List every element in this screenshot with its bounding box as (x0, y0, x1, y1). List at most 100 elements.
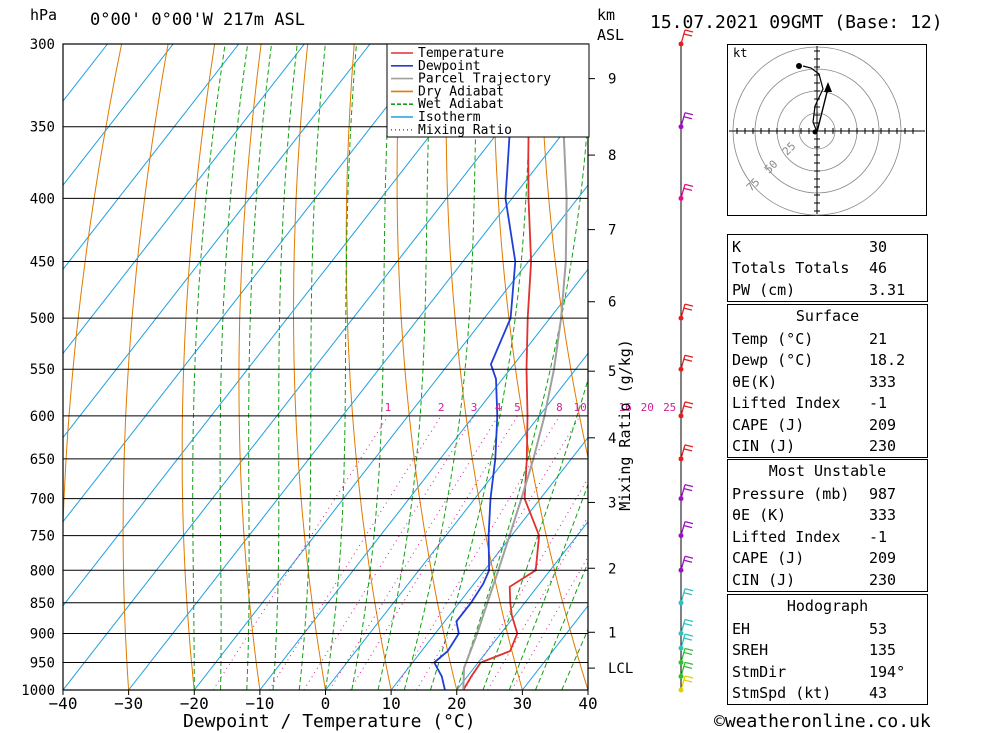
wind-barb-feather (684, 183, 694, 187)
isotherm-line (63, 44, 305, 355)
mixing-ratio-label: 2 (438, 401, 445, 414)
wet-adiabat-line (272, 44, 298, 690)
temperature-tick-label: 30 (513, 694, 532, 713)
isotherm-line (259, 268, 588, 690)
mu-row: CAPE (J) 209 (728, 548, 927, 570)
surface-row: Dewp (°C) 18.2 (728, 350, 927, 372)
surface-value: -1 (869, 394, 888, 413)
wind-barb-staff (680, 619, 686, 634)
dry-adiabat-line (292, 44, 326, 690)
wind-barb-staff (680, 444, 686, 460)
legend-label: Dry Adiabat (418, 84, 504, 99)
temperature-tick-label: 0 (321, 694, 331, 713)
wind-barb-feather (683, 187, 693, 191)
wind-barb-feather (684, 633, 694, 637)
wind-barb-feather (684, 29, 694, 33)
wind-barb-feather (683, 116, 693, 120)
index-row-totals: Totals Totals 46 (728, 258, 927, 280)
wind-barb-staff (680, 675, 686, 691)
hodo-label: StmSpd (kt) (732, 684, 832, 703)
storm-motion-vector (816, 87, 829, 133)
isotherm-line (63, 44, 174, 187)
isotherm-line (63, 44, 437, 523)
wind-barb-feather (684, 303, 694, 307)
km-tick-label: 1 (608, 625, 616, 641)
wind-barb-staff (680, 401, 686, 417)
mu-label: θE (K) (732, 506, 787, 525)
wind-barb-feather (684, 521, 694, 525)
hodo-row: StmSpd (kt) 43 (728, 683, 927, 705)
km-tick-label: 5 (608, 364, 616, 380)
isotherm-line (456, 520, 588, 690)
copyright-link[interactable]: ©weatheronline.co.uk (714, 711, 931, 732)
pressure-tick-label: 450 (30, 255, 55, 271)
surface-label: Temp (°C) (732, 329, 814, 348)
hodo-label: SREH (732, 641, 769, 660)
wet-adiabat-line (325, 44, 357, 690)
legend-label: Dewpoint (418, 59, 481, 74)
pressure-tick-label: 300 (30, 37, 55, 53)
pressure-tick-label: 950 (30, 655, 55, 671)
hodograph-unit-label: kt (733, 46, 747, 60)
pressure-tick-label: 700 (30, 492, 55, 508)
temperature-tick-label: −40 (49, 694, 78, 713)
hodograph-end-point (796, 63, 802, 69)
dry-adiabat-line (445, 44, 523, 690)
wind-barb-feather (683, 405, 693, 409)
mu-label: CAPE (J) (732, 549, 805, 568)
pressure-tick-label: 650 (30, 452, 55, 468)
legend-label: Parcel Trajectory (418, 72, 551, 87)
index-label: K (732, 237, 742, 256)
surface-label: CIN (J) (732, 437, 796, 456)
isotherm-line (63, 44, 568, 690)
most-unstable-box: Most Unstable Pressure (mb) 987 θE (K) 333… (727, 459, 928, 592)
wind-barb-feather (684, 354, 694, 358)
mu-value: 209 (869, 549, 897, 568)
wind-barb-feather (684, 588, 694, 592)
surface-label: Dewp (°C) (732, 351, 814, 370)
pressure-tick-label: 750 (30, 529, 55, 545)
mu-value: -1 (869, 527, 888, 546)
surface-value: 18.2 (869, 351, 906, 370)
isotherm-line (63, 44, 371, 439)
hodograph-table-box: Hodograph EH 53 SREH 135 StmDir 194° StmSpd… (727, 594, 928, 705)
index-row-pw: PW (cm) 3.31 (728, 279, 927, 301)
hodo-label: StmDir (732, 662, 787, 681)
km-tick-label: 7 (608, 223, 616, 239)
legend-label: Isotherm (418, 110, 481, 125)
km-tick-label: 6 (608, 295, 616, 311)
index-label: PW (cm) (732, 280, 796, 299)
mu-row: CIN (J) 230 (728, 569, 927, 591)
mixing-ratio-label: 25 (663, 401, 676, 414)
surface-title: Surface (795, 307, 860, 325)
wind-barb-staff (680, 355, 686, 370)
wind-barb-feather (683, 525, 693, 529)
wind-barb-staff (680, 521, 686, 536)
wind-barb-feather (684, 401, 694, 405)
y-axis-right-title: Mixing Ratio (g/kg) (616, 339, 634, 511)
index-row-k: K 30 (728, 236, 927, 258)
wind-barb-staff (680, 484, 686, 499)
wind-barb-staff (680, 588, 686, 603)
temperature-tick-label: −20 (180, 694, 209, 713)
mu-row: Lifted Index -1 (728, 526, 927, 548)
pressure-tick-label: 500 (30, 311, 55, 327)
pressure-tick-label: 600 (30, 409, 55, 425)
surface-label: CAPE (J) (732, 415, 805, 434)
index-label: Totals Totals (732, 259, 850, 278)
wind-barb-feather (683, 559, 693, 563)
hodo-value: 135 (869, 641, 897, 660)
mixing-ratio-label: 3 (471, 401, 478, 414)
surface-box: Surface Temp (°C) 21 Dewp (°C) 18.2 θE(K) 3… (727, 304, 928, 458)
surface-row: θE(K) 333 (728, 371, 927, 393)
dry-adiabat-line (959, 44, 1000, 690)
pressure-tick-label: 550 (30, 362, 55, 378)
wet-adiabat-line (192, 44, 226, 690)
hodo-value: 53 (869, 619, 888, 638)
temperature-tick-label: 20 (447, 694, 466, 713)
isotherm-line (390, 436, 588, 690)
storm-motion-arrowhead (824, 82, 832, 92)
temperature-tick-label: 10 (381, 694, 400, 713)
hodo-row: StmDir 194° (728, 661, 927, 683)
wind-barb-staff (680, 112, 686, 127)
